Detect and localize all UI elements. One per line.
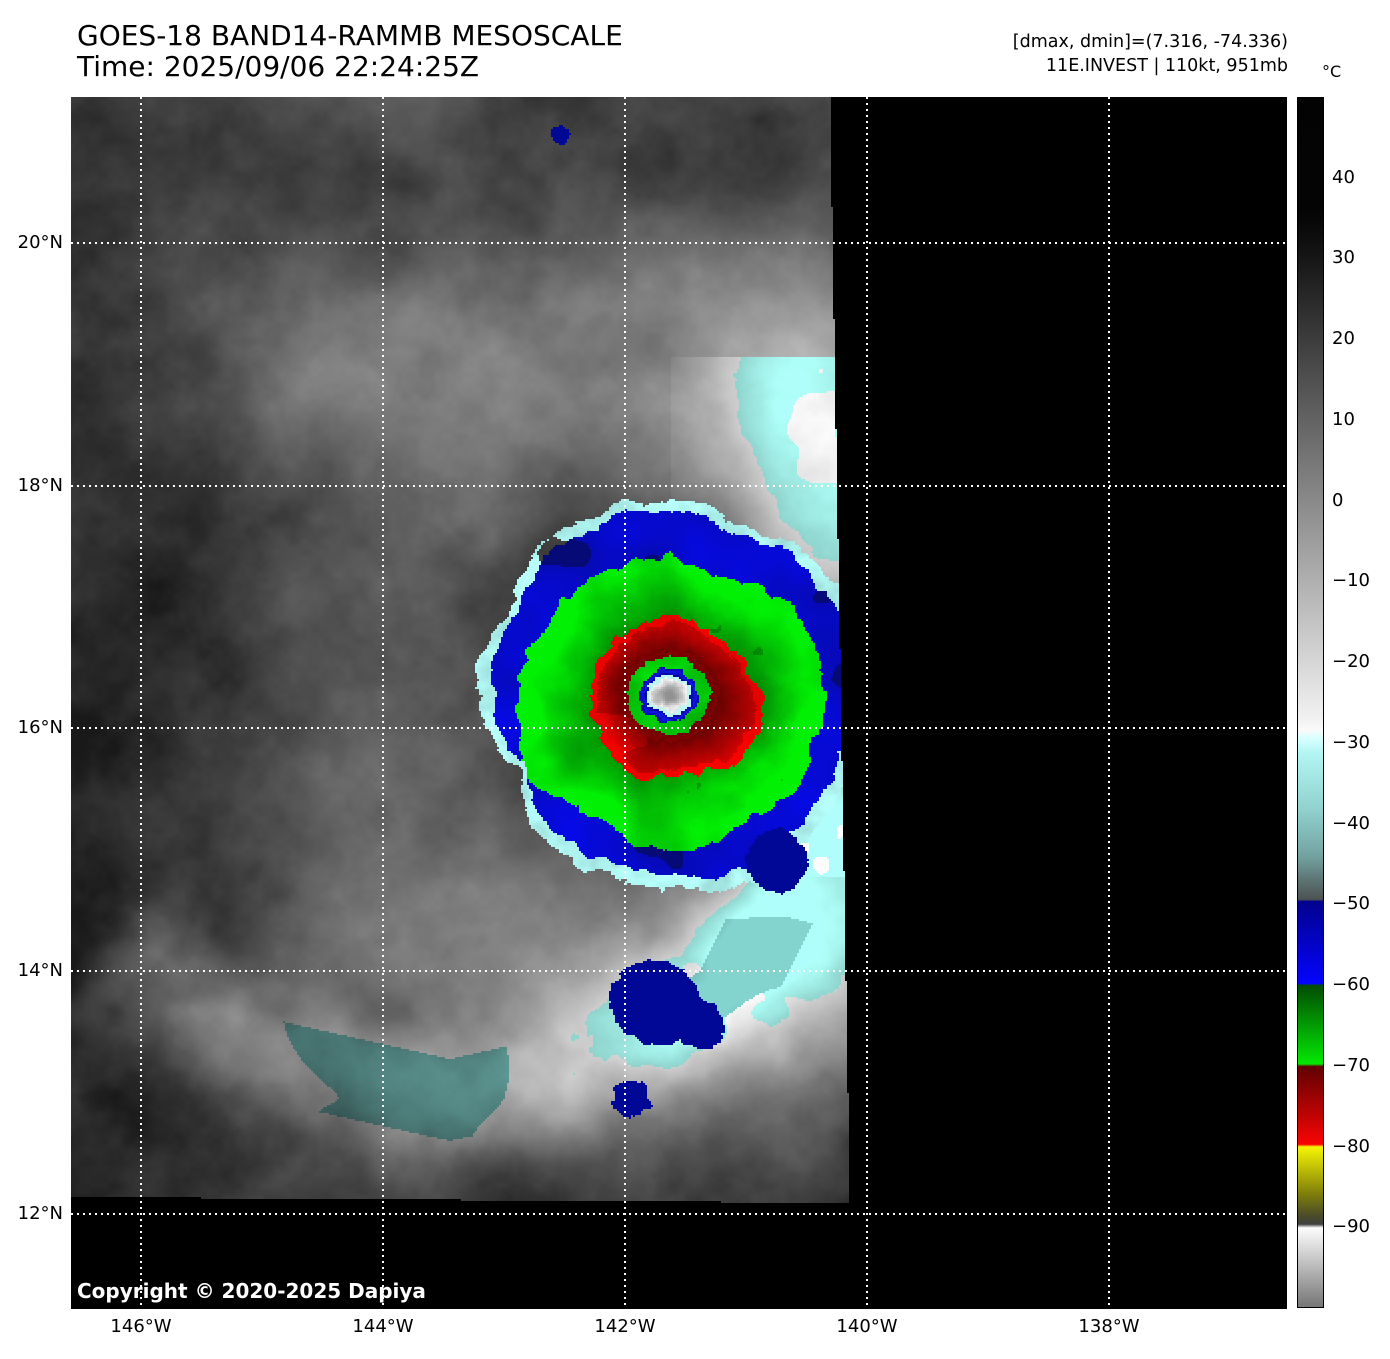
gridline-lon [866, 97, 868, 1309]
gridline-lon [382, 97, 384, 1309]
lat-tick-label: 14°N [17, 960, 63, 982]
colorbar-tick-label: −10 [1332, 570, 1370, 592]
colorbar-tick-label: 30 [1332, 247, 1355, 269]
gridline-lat [71, 727, 1287, 730]
gridline-lon [1108, 97, 1110, 1309]
colorbar-tick-label: −60 [1332, 974, 1370, 996]
gridline-lon [624, 97, 626, 1309]
colorbar-tick-label: −70 [1332, 1054, 1370, 1076]
gridline-lat [71, 1212, 1287, 1215]
lon-tick-label: 146°W [110, 1316, 172, 1337]
lat-tick-label: 20°N [17, 232, 63, 253]
colorbar-tick-label: −30 [1332, 731, 1370, 753]
colorbar-tick-label: 20 [1332, 328, 1355, 350]
timestamp-line: Time: 2025/09/06 22:24:25Z [77, 50, 480, 83]
storm-info-readout: 11E.INVEST | 110kt, 951mb [1045, 56, 1288, 76]
gridline-lon [140, 97, 142, 1309]
lon-tick-label: 142°W [594, 1316, 656, 1337]
colorbar-tick-label: 40 [1332, 166, 1355, 188]
satellite-image-canvas [71, 97, 1287, 1309]
copyright-watermark: Copyright © 2020-2025 Dapiya [77, 1279, 426, 1303]
colorbar-tick-label: 0 [1332, 489, 1344, 511]
dmax-dmin-readout: [dmax, dmin]=(7.316, -74.336) [1012, 32, 1288, 52]
satellite-map: Copyright © 2020-2025 Dapiya [71, 97, 1287, 1309]
lon-tick-label: 144°W [352, 1316, 414, 1337]
gridline-lat [71, 484, 1287, 487]
gridline-lat [71, 970, 1287, 973]
temperature-colorbar [1297, 97, 1324, 1308]
gridline-lat [71, 242, 1287, 244]
lat-tick-label: 12°N [17, 1202, 63, 1224]
colorbar-tick-label: −20 [1332, 651, 1370, 673]
colorbar-tick-label: −80 [1332, 1135, 1370, 1157]
colorbar-tick-label: −50 [1332, 893, 1370, 915]
colorbar-tick-label: −90 [1332, 1216, 1370, 1238]
lat-tick-label: 16°N [17, 717, 63, 739]
page-title: GOES-18 BAND14-RAMMB MESOSCALE [77, 19, 623, 52]
lat-tick-label: 18°N [17, 474, 63, 496]
colorbar-tick-label: 10 [1332, 408, 1355, 430]
lon-tick-label: 138°W [1078, 1316, 1140, 1337]
lon-tick-label: 140°W [836, 1316, 898, 1337]
colorbar-tick-label: −40 [1332, 812, 1370, 834]
colorbar-unit-label: °C [1322, 62, 1342, 81]
